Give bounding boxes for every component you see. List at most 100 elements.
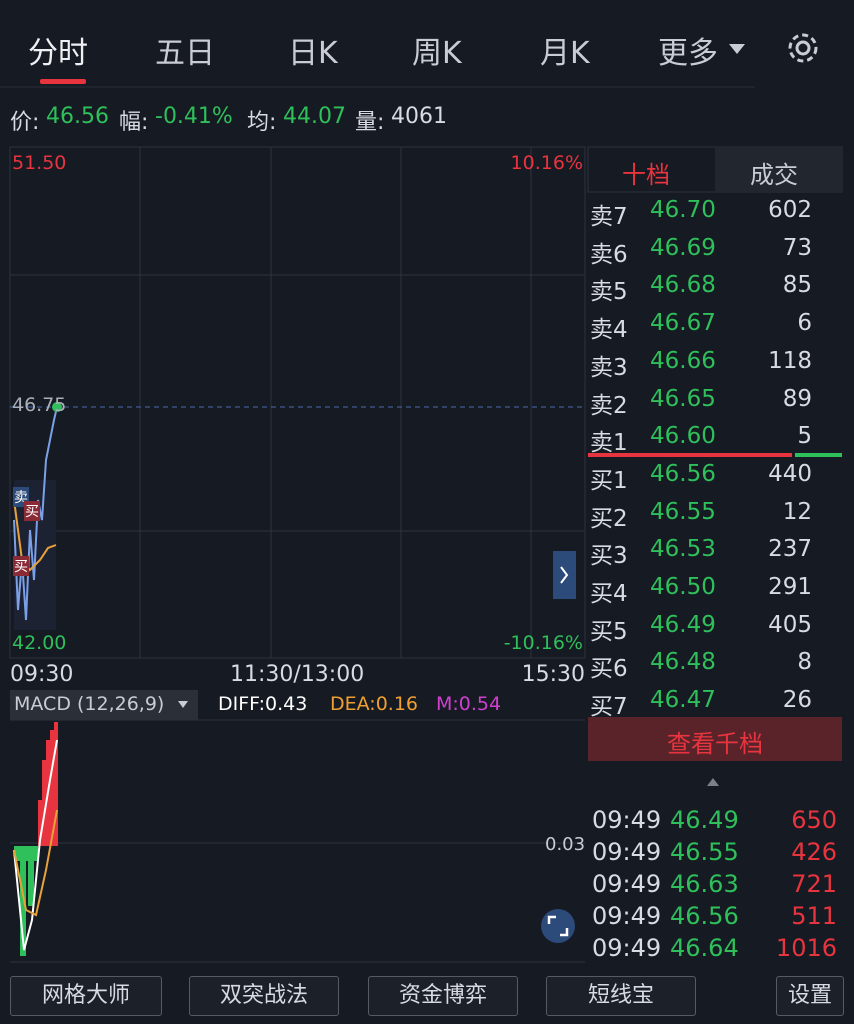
sell-row: 卖7 46.70 602 [590,193,842,230]
level: 买7 [590,694,628,721]
fullscreen-button[interactable] [541,909,575,943]
level: 卖5 [590,279,628,306]
price: 46.55 [650,498,716,525]
volume: 291 [768,574,812,600]
quote-label: 价: [10,110,40,135]
price: 46.66 [650,347,716,374]
quote-value: 4061 [391,104,447,129]
tab-underline [40,79,86,84]
tab[interactable]: 分时 [28,36,88,71]
volume: 5 [797,423,812,450]
macd-bars [13,722,58,956]
depth-button-label[interactable]: 查看千档 [667,730,763,758]
time-label: 11:30/13:00 [230,662,365,687]
dropdown-arrow [729,44,745,54]
buy-row: 买1 46.56 440 [590,457,842,494]
level: 买3 [590,543,628,570]
sell-row: 卖3 46.66 118 [590,344,842,381]
volume: 237 [768,536,812,563]
level: 卖7 [590,204,628,230]
volume: 405 [768,611,812,638]
buy-row: 买2 46.55 12 [590,495,842,532]
buy-row: 买7 46.47 26 [590,683,842,720]
avg-line [13,499,57,572]
trade-marker: 买 [24,501,40,521]
quote-value: 46.56 [46,104,109,129]
book-tab[interactable]: 十档 [622,161,670,189]
price: 46.56 [650,460,716,487]
tab[interactable]: 更多 [658,36,718,71]
bottom-price: 42.00 [12,632,67,654]
tool-button[interactable]: 双突战法 [189,976,339,1016]
trade-time: 09:49 [592,934,662,962]
price: 46.49 [650,611,716,638]
volume: 12 [782,498,812,525]
sell-row: 卖1 46.60 5 [590,419,842,456]
quote-value: -0.41% [155,104,233,129]
buy-row: 买6 46.48 8 [590,645,842,682]
top-price: 51.50 [12,152,67,174]
level: 买5 [590,618,628,645]
time-label: 09:30 [10,662,74,687]
trade-time: 09:49 [592,806,662,834]
trade-price: 46.63 [670,870,739,898]
level: 卖4 [590,317,628,344]
tab[interactable]: 日K [288,36,338,71]
tab[interactable]: 周K [412,36,462,71]
trade-price: 46.56 [670,902,739,930]
bottom-pct: -10.16% [503,632,583,654]
volume: 118 [768,347,812,374]
settings-icon[interactable] [788,33,818,63]
trade-volume: 650 [791,806,837,834]
grid [10,147,585,963]
quote-label: 均: [247,110,277,135]
volume: 89 [782,385,812,412]
level: 买4 [590,581,628,607]
trade-price: 46.49 [670,806,739,834]
buy-row: 买4 46.50 291 [590,570,842,607]
current-price: 46.75 [12,394,67,416]
level: 卖3 [590,354,628,381]
tool-button[interactable]: 短线宝 [546,976,696,1016]
level: 卖1 [590,430,628,457]
price: 46.68 [650,272,716,299]
macd-name[interactable]: MACD (12,26,9) [14,693,165,715]
volume: 26 [782,687,812,714]
sell-row: 卖5 46.68 85 [590,268,842,305]
level: 卖2 [590,392,628,419]
expand-handle[interactable] [553,551,576,599]
macd-level: 0.03 [545,834,586,855]
trade-time: 09:49 [592,838,662,866]
volume: 440 [768,460,812,487]
chart-frame [9,146,586,659]
price: 46.60 [650,423,716,450]
volume: 8 [797,649,812,676]
price: 46.48 [650,649,716,676]
trade-marker: 买 [13,556,29,576]
quote-label: 量: [355,110,385,135]
trade-time: 09:49 [592,902,662,930]
tool-button[interactable]: 网格大师 [10,976,162,1016]
trade-price: 46.55 [670,838,739,866]
buy-row: 买3 46.53 237 [590,532,842,569]
price: 46.70 [650,197,716,223]
tool-button[interactable]: 设置 [776,976,844,1016]
price: 46.47 [650,687,716,714]
depth-button[interactable] [588,717,842,761]
volume: 73 [782,234,812,261]
tool-button[interactable]: 资金博弈 [368,976,518,1016]
top-pct: 10.16% [510,152,583,174]
book-tab[interactable]: 成交 [750,161,798,189]
time-label: 15:30 [521,662,585,687]
macd-m: M:0.54 [436,693,502,715]
trade-volume: 1016 [775,934,837,962]
price: 46.53 [650,536,716,563]
tab[interactable]: 月K [540,36,590,71]
sell-row: 卖4 46.67 6 [590,306,842,343]
tab[interactable]: 五日 [155,36,215,71]
trade-volume: 511 [791,902,837,930]
price: 46.69 [650,234,716,261]
level: 买1 [590,467,628,494]
sell-row: 卖6 46.69 73 [590,231,842,268]
macd-diff: DIFF:0.43 [218,693,308,715]
